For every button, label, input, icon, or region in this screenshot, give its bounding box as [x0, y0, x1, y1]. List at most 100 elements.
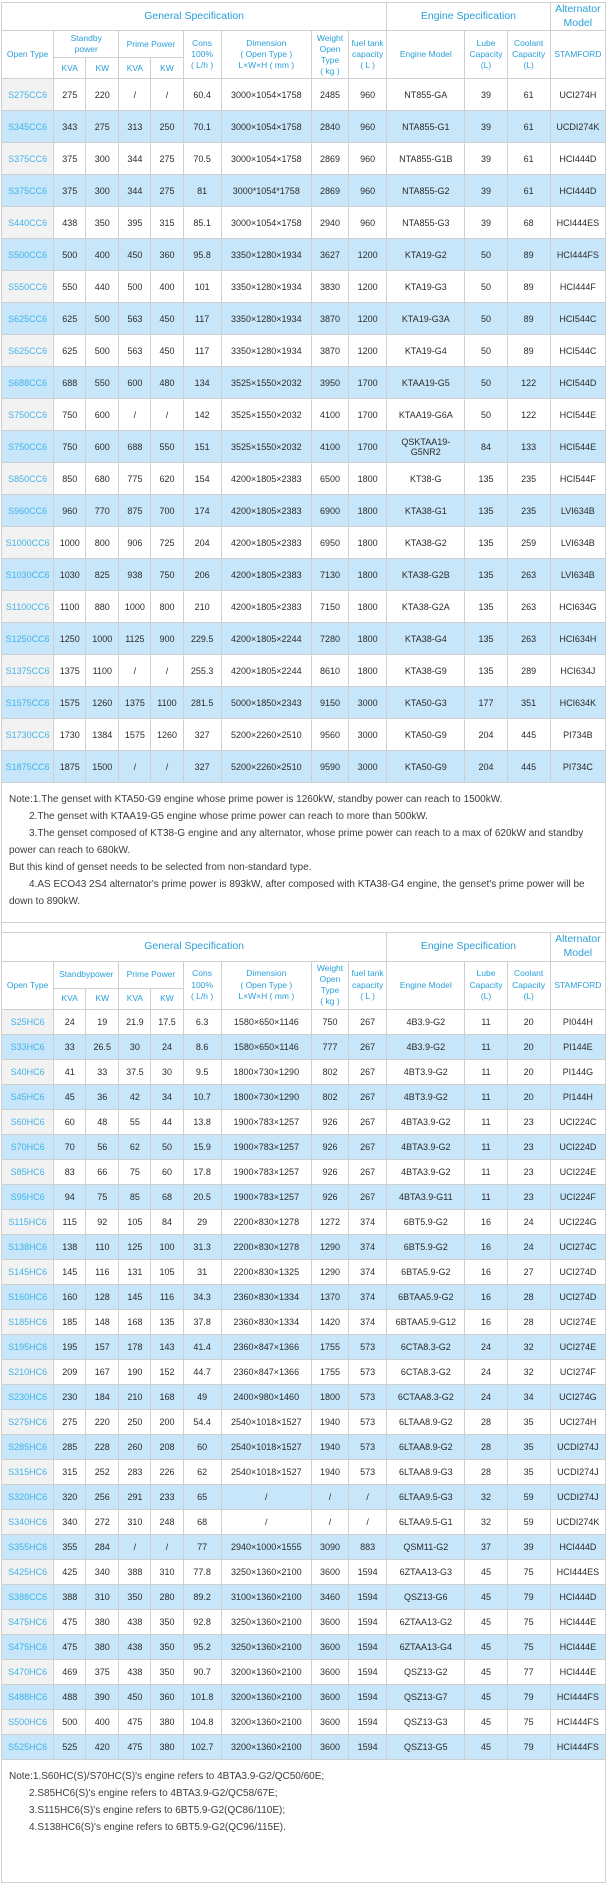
model-link[interactable]: S145HC6 — [0, 1258, 55, 1285]
model-link[interactable]: S33HC6 — [0, 1033, 55, 1060]
spec-cell: 45 — [464, 1658, 508, 1685]
hc6-table-section: General Specification Engine Specificatio… — [0, 932, 607, 1883]
model-link[interactable]: S195HC6 — [0, 1333, 55, 1360]
model-link[interactable]: S70HC6 — [0, 1133, 55, 1160]
model-link[interactable]: S960CC6 — [0, 494, 55, 528]
spec-cell: 1375 — [118, 686, 152, 720]
model-link[interactable]: S230HC6 — [0, 1383, 55, 1410]
model-link[interactable]: S185HC6 — [0, 1308, 55, 1335]
model-link[interactable]: S475HC6 — [0, 1608, 55, 1635]
model-link[interactable]: S315HC6 — [0, 1458, 55, 1485]
spec-cell: 1875 — [53, 750, 87, 784]
model-link[interactable]: S500HC6 — [0, 1708, 55, 1735]
model-link[interactable]: S210HC6 — [0, 1358, 55, 1385]
header-prime-power: Prime Power — [118, 960, 184, 989]
spec-cell: PI144G — [549, 1058, 607, 1085]
model-link[interactable]: S625CC6 — [0, 334, 55, 368]
spec-cell: 6ZTAA13-G3 — [386, 1558, 466, 1585]
spec-cell: 1755 — [310, 1333, 350, 1360]
model-link[interactable]: S375CC6 — [0, 174, 55, 208]
spec-cell: 1594 — [348, 1683, 388, 1710]
model-link[interactable]: S115HC6 — [0, 1208, 55, 1235]
model-link[interactable]: S45HC6 — [0, 1083, 55, 1110]
spec-cell: 116 — [85, 1258, 120, 1285]
spec-cell: 3460 — [310, 1583, 350, 1610]
model-link[interactable]: S60HC6 — [0, 1108, 55, 1135]
model-link[interactable]: S1000CC6 — [0, 526, 55, 560]
model-link[interactable]: S138HC6 — [0, 1233, 55, 1260]
model-link[interactable]: S1030CC6 — [0, 558, 55, 592]
model-link[interactable]: S160HC6 — [0, 1283, 55, 1310]
spec-cell: 600 — [85, 398, 120, 432]
spec-cell: 4BT3.9-G2 — [386, 1083, 466, 1110]
model-link[interactable]: S425HC6 — [0, 1558, 55, 1585]
model-link[interactable]: S500CC6 — [0, 238, 55, 272]
model-link[interactable]: S1730CC6 — [0, 718, 55, 752]
spec-cell: 480 — [150, 366, 184, 400]
model-link[interactable]: S40HC6 — [0, 1058, 55, 1085]
spec-cell: UCI274H — [549, 78, 607, 112]
spec-cell: 267 — [348, 1133, 388, 1160]
spec-cell: 2360×847×1366 — [220, 1333, 312, 1360]
model-link[interactable]: S625CC6 — [0, 302, 55, 336]
spec-cell: 4200×1805×2244 — [220, 654, 312, 688]
spec-cell: 23 — [506, 1108, 551, 1135]
spec-cell: 3525×1550×2032 — [220, 430, 312, 464]
model-link[interactable]: S688CC6 — [0, 366, 55, 400]
model-link[interactable]: S750CC6 — [0, 430, 55, 464]
spec-cell: 13.8 — [182, 1108, 222, 1135]
model-link[interactable]: S355HC6 — [0, 1533, 55, 1560]
spec-cell: 750 — [150, 558, 184, 592]
spec-cell: 4B3.9-G2 — [386, 1008, 466, 1035]
model-link[interactable]: S1575CC6 — [0, 686, 55, 720]
header-cons: Cons 100% ( L/h ) — [182, 30, 222, 80]
model-link[interactable]: S488HC6 — [0, 1683, 55, 1710]
spec-cell: 45 — [464, 1733, 508, 1760]
model-link[interactable]: S550CC6 — [0, 270, 55, 304]
spec-cell: 3000×1054×1758 — [220, 142, 312, 176]
spec-cell: 388 — [53, 1583, 87, 1610]
spec-cell: 79 — [506, 1733, 551, 1760]
model-link[interactable]: S1250CC6 — [0, 622, 55, 656]
spec-cell: 148 — [85, 1308, 120, 1335]
model-link[interactable]: S1100CC6 — [0, 590, 55, 624]
model-link[interactable]: S470HC6 — [0, 1658, 55, 1685]
hc6-notes: Note:1.S60HC(S)/S70HC(S)'s engine refers… — [1, 1759, 606, 1883]
table-row: S475HC6 475 380 438 350 92.8 3250×1360×2100 360… — [0, 1608, 607, 1635]
model-link[interactable]: S388CC6 — [0, 1583, 55, 1610]
spec-cell: 343 — [53, 110, 87, 144]
model-link[interactable]: S525HC6 — [0, 1733, 55, 1760]
spec-cell: 400 — [150, 270, 184, 304]
model-link[interactable]: S275CC6 — [0, 78, 55, 112]
spec-cell: 3000×1054×1758 — [220, 206, 312, 240]
spec-cell: 10.7 — [182, 1083, 222, 1110]
spec-cell: 34 — [506, 1383, 551, 1410]
spec-cell: 960 — [53, 494, 87, 528]
model-link[interactable]: S750CC6 — [0, 398, 55, 432]
model-link[interactable]: S320HC6 — [0, 1483, 55, 1510]
model-link[interactable]: S375CC6 — [0, 142, 55, 176]
spec-cell: 374 — [348, 1233, 388, 1260]
spec-cell: 23 — [506, 1133, 551, 1160]
table-row: S340HC6 340 272 310 248 68///6LTAA9.5-G1 32 59 U… — [0, 1508, 607, 1535]
model-link[interactable]: S440CC6 — [0, 206, 55, 240]
model-link[interactable]: S285HC6 — [0, 1433, 55, 1460]
model-link[interactable]: S850CC6 — [0, 462, 55, 496]
spec-cell: 1900×783×1257 — [220, 1108, 312, 1135]
model-link[interactable]: S275HC6 — [0, 1408, 55, 1435]
model-link[interactable]: S1875CC6 — [0, 750, 55, 784]
spec-cell: 44.7 — [182, 1358, 222, 1385]
model-link[interactable]: S475HC6 — [0, 1633, 55, 1660]
model-link[interactable]: S95HC6 — [0, 1183, 55, 1210]
model-link[interactable]: S340HC6 — [0, 1508, 55, 1535]
model-link[interactable]: S345CC6 — [0, 110, 55, 144]
model-link[interactable]: S85HC6 — [0, 1158, 55, 1185]
spec-cell: / — [348, 1483, 388, 1510]
model-link[interactable]: S1375CC6 — [0, 654, 55, 688]
table-row: S440CC6 438 350 395 315 85.1 3000×1054×1758 294… — [0, 206, 607, 240]
model-link[interactable]: S25HC6 — [0, 1008, 55, 1035]
spec-cell: HCI634K — [549, 686, 607, 720]
spec-cell: 233 — [150, 1483, 184, 1510]
spec-cell: 16 — [464, 1308, 508, 1335]
spec-cell: 167 — [85, 1358, 120, 1385]
